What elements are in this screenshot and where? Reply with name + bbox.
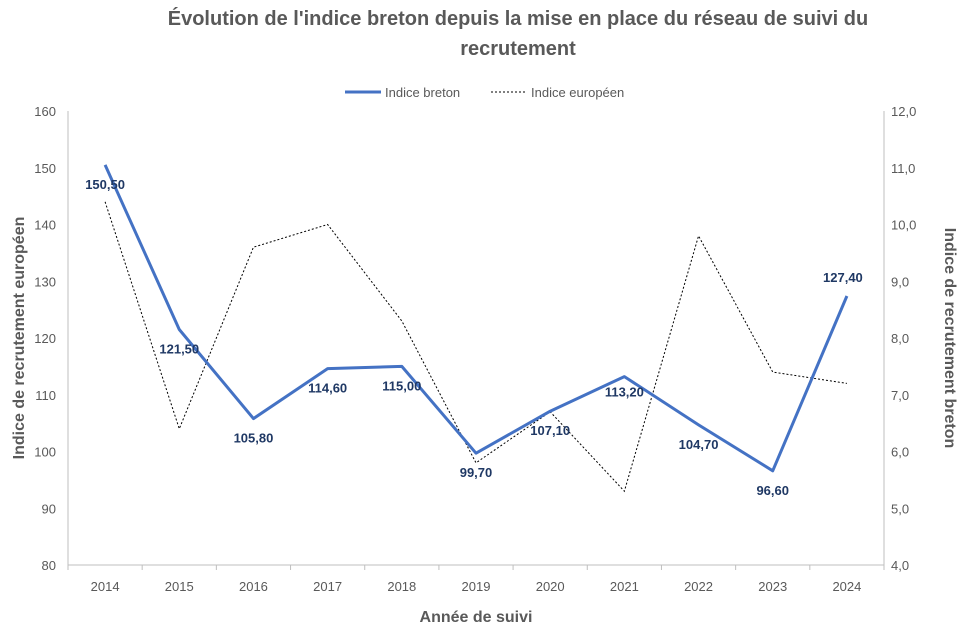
series-line-europeen	[104, 201, 847, 493]
x-tick-label: 2021	[610, 579, 639, 594]
y-tick-left: 130	[34, 274, 56, 289]
y-tick-right: 10,0	[891, 218, 916, 233]
x-tick-label: 2016	[239, 579, 268, 594]
y-tick-left: 150	[34, 161, 56, 176]
y-tick-right: 11,0	[891, 161, 915, 176]
y-tick-left: 140	[34, 218, 56, 233]
y-axis-left-title: Indice de recrutement européen	[11, 217, 28, 460]
x-tick-label: 2020	[536, 579, 565, 594]
x-tick-label: 2023	[758, 579, 787, 594]
y-tick-left: 80	[42, 558, 56, 573]
y-axis-right-title: Indice de recrutement breton	[941, 228, 958, 449]
data-label-breton: 105,80	[234, 431, 274, 446]
x-tick-label: 2019	[462, 579, 491, 594]
legend-item-europeen: Indice européen	[491, 82, 624, 102]
y-tick-left: 120	[34, 331, 56, 346]
y-tick-right: 9,0	[891, 274, 909, 289]
data-label-breton: 127,40	[823, 270, 863, 285]
data-label-breton: 114,60	[308, 381, 347, 396]
legend-swatch-europeen	[491, 91, 527, 93]
y-tick-left: 110	[35, 388, 56, 403]
data-label-breton: 121,50	[159, 341, 199, 356]
y-tick-right: 8,0	[891, 331, 909, 346]
x-tick-label: 2017	[313, 579, 342, 594]
data-label-breton: 115,00	[382, 378, 421, 393]
chart-title-line-2: recrutement	[460, 38, 576, 60]
data-label-breton: 96,60	[756, 483, 789, 498]
data-label-breton: 113,20	[605, 385, 644, 400]
legend-item-breton: Indice breton	[345, 82, 460, 102]
y-tick-right: 6,0	[891, 445, 909, 460]
legend-label-breton: Indice breton	[385, 84, 461, 100]
x-tick-label: 2015	[165, 579, 194, 594]
y-tick-right: 4,0	[891, 558, 909, 573]
y-tick-left: 90	[42, 501, 56, 516]
y-tick-left: 160	[34, 104, 56, 119]
series-line-breton	[103, 164, 849, 473]
legend-label-europeen: Indice européen	[531, 84, 625, 100]
data-labels: 150,50 121,50 105,80 114,60 115,00 99,70 107,1…	[85, 177, 863, 498]
x-tick-label: 2014	[91, 579, 120, 594]
y-tick-right: 12,0	[891, 104, 916, 119]
series-layer	[103, 164, 849, 493]
y-tick-right: 5,0	[891, 501, 909, 516]
legend-swatch-breton	[345, 90, 381, 94]
x-tick-label: 2022	[684, 579, 713, 594]
data-label-breton: 107,10	[530, 423, 570, 438]
y-tick-left: 100	[34, 445, 56, 460]
data-label-breton: 150,50	[85, 177, 125, 192]
data-label-breton: 104,70	[679, 437, 719, 452]
x-tick-label: 2024	[832, 579, 861, 594]
data-label-breton: 99,70	[460, 465, 493, 480]
x-axis-title: Année de suivi	[420, 609, 533, 626]
axes: 80 90 100 110 120 130 140 150 160 4,0 5,0 6,0 7,0 8,0…	[11, 104, 958, 626]
chart-title-line-1: Évolution de l'indice breton depuis la m…	[167, 8, 869, 30]
x-tick-label: 2018	[387, 579, 416, 594]
legend: Indice breton Indice européen	[0, 82, 977, 102]
chart-title: Évolution de l'indice breton depuis la m…	[88, 4, 948, 64]
y-tick-right: 7,0	[891, 388, 909, 403]
